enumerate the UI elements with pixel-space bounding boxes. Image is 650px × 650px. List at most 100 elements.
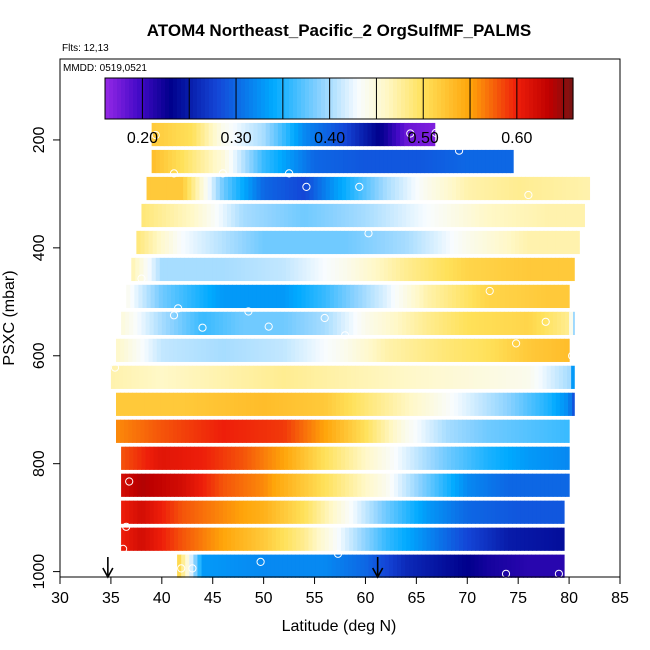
heatmap-cell xyxy=(494,338,500,362)
colorbar-segment xyxy=(273,78,278,119)
heatmap-cell xyxy=(530,257,536,282)
observation-marker xyxy=(341,331,350,340)
heatmap-cell xyxy=(323,419,329,443)
heatmap-cell xyxy=(302,122,307,147)
heatmap-cell xyxy=(549,176,555,201)
heatmap-cell xyxy=(303,554,309,578)
heatmap-cell xyxy=(520,446,525,470)
heatmap-cell xyxy=(479,446,485,470)
heatmap-cell xyxy=(234,419,239,443)
heatmap-cell xyxy=(213,554,219,578)
heatmap-cell xyxy=(441,419,447,443)
heatmap-cell xyxy=(247,311,253,335)
heatmap-cell xyxy=(426,500,432,524)
heatmap-cell xyxy=(547,392,553,416)
colorbar-segment xyxy=(321,78,326,119)
heatmap-cell xyxy=(406,446,411,470)
heatmap-cell xyxy=(345,473,350,497)
heatmap-cell xyxy=(177,392,182,416)
heatmap-cell xyxy=(270,338,276,362)
heatmap-cell xyxy=(368,338,374,362)
heatmap-cell xyxy=(382,176,388,201)
heatmap-cell xyxy=(547,338,553,362)
heatmap-cell xyxy=(398,473,403,497)
heatmap-cell xyxy=(186,527,191,551)
heatmap-cell xyxy=(429,419,435,443)
heatmap-cell xyxy=(221,419,227,443)
heatmap-cell xyxy=(332,527,338,551)
colorbar-segment xyxy=(377,78,382,119)
heatmap-cell xyxy=(195,284,201,309)
heatmap-cell xyxy=(128,338,133,362)
heatmap-cell xyxy=(350,284,355,309)
heatmap-cell xyxy=(502,419,508,443)
heatmap-cell xyxy=(181,554,186,578)
heatmap-cell xyxy=(164,338,170,362)
heatmap-cell xyxy=(554,257,560,282)
heatmap-cell xyxy=(478,392,484,416)
heatmap-cell xyxy=(249,122,255,147)
heatmap-cell xyxy=(229,257,234,282)
heatmap-cell xyxy=(186,473,191,497)
heatmap-cell xyxy=(180,365,185,389)
heatmap-cell xyxy=(417,392,423,416)
heatmap-cell xyxy=(373,203,379,228)
heatmap-cell xyxy=(204,122,210,147)
heatmap-cell xyxy=(495,311,501,335)
heatmap-cell xyxy=(353,446,358,470)
heatmap-cell xyxy=(447,176,453,201)
heatmap-cell xyxy=(311,554,317,578)
colorbar-segment xyxy=(301,78,306,119)
heatmap-cell xyxy=(525,176,530,201)
heatmap-cell xyxy=(391,122,397,147)
heatmap-cell xyxy=(361,446,367,470)
heatmap-cell xyxy=(149,446,155,470)
heatmap-cell xyxy=(524,473,529,497)
colorbar-segment xyxy=(257,78,262,119)
heatmap-cell xyxy=(404,365,409,389)
heatmap-cell xyxy=(478,338,484,362)
heatmap-cell xyxy=(180,149,185,174)
heatmap-cell xyxy=(292,203,297,228)
heatmap-cell xyxy=(578,176,583,201)
heatmap-cell xyxy=(534,365,540,389)
heatmap-cell xyxy=(353,203,358,228)
heatmap-cell xyxy=(151,149,157,174)
heatmap-cell xyxy=(127,365,132,389)
heatmap-cell xyxy=(445,230,451,255)
heatmap-cell xyxy=(474,230,480,255)
heatmap-cell xyxy=(245,122,250,147)
heatmap-cell xyxy=(196,122,202,147)
heatmap-cell xyxy=(430,311,436,335)
heatmap-cell xyxy=(389,500,395,524)
heatmap-cell xyxy=(358,176,363,201)
heatmap-cell xyxy=(456,176,461,201)
colorbar-segment xyxy=(401,78,406,119)
heatmap-cell xyxy=(209,230,215,255)
heatmap-cell xyxy=(153,500,159,524)
heatmap-cell xyxy=(319,419,325,443)
heatmap-cell xyxy=(304,311,310,335)
heatmap-cell xyxy=(228,176,233,201)
heatmap-cell xyxy=(308,527,314,551)
heatmap-cell xyxy=(375,365,381,389)
heatmap-cell xyxy=(555,392,561,416)
heatmap-cell xyxy=(426,311,432,335)
heatmap-cell xyxy=(286,122,291,147)
heatmap-cell xyxy=(310,257,316,282)
heatmap-cell xyxy=(491,527,497,551)
heatmap-cell xyxy=(438,473,444,497)
heatmap-cell xyxy=(555,419,561,443)
heatmap-cell xyxy=(446,527,452,551)
observation-marker xyxy=(320,313,329,323)
heatmap-cell xyxy=(450,311,456,335)
heatmap-cell xyxy=(150,284,156,309)
heatmap-cell xyxy=(299,419,304,443)
heatmap-cell xyxy=(537,284,543,309)
colorbar-segment xyxy=(313,78,318,119)
heatmap-cell xyxy=(540,203,546,228)
heatmap-cell xyxy=(519,419,524,443)
heatmap-cell xyxy=(492,284,498,309)
heatmap-cell xyxy=(506,230,512,255)
heatmap-cell xyxy=(374,176,380,201)
